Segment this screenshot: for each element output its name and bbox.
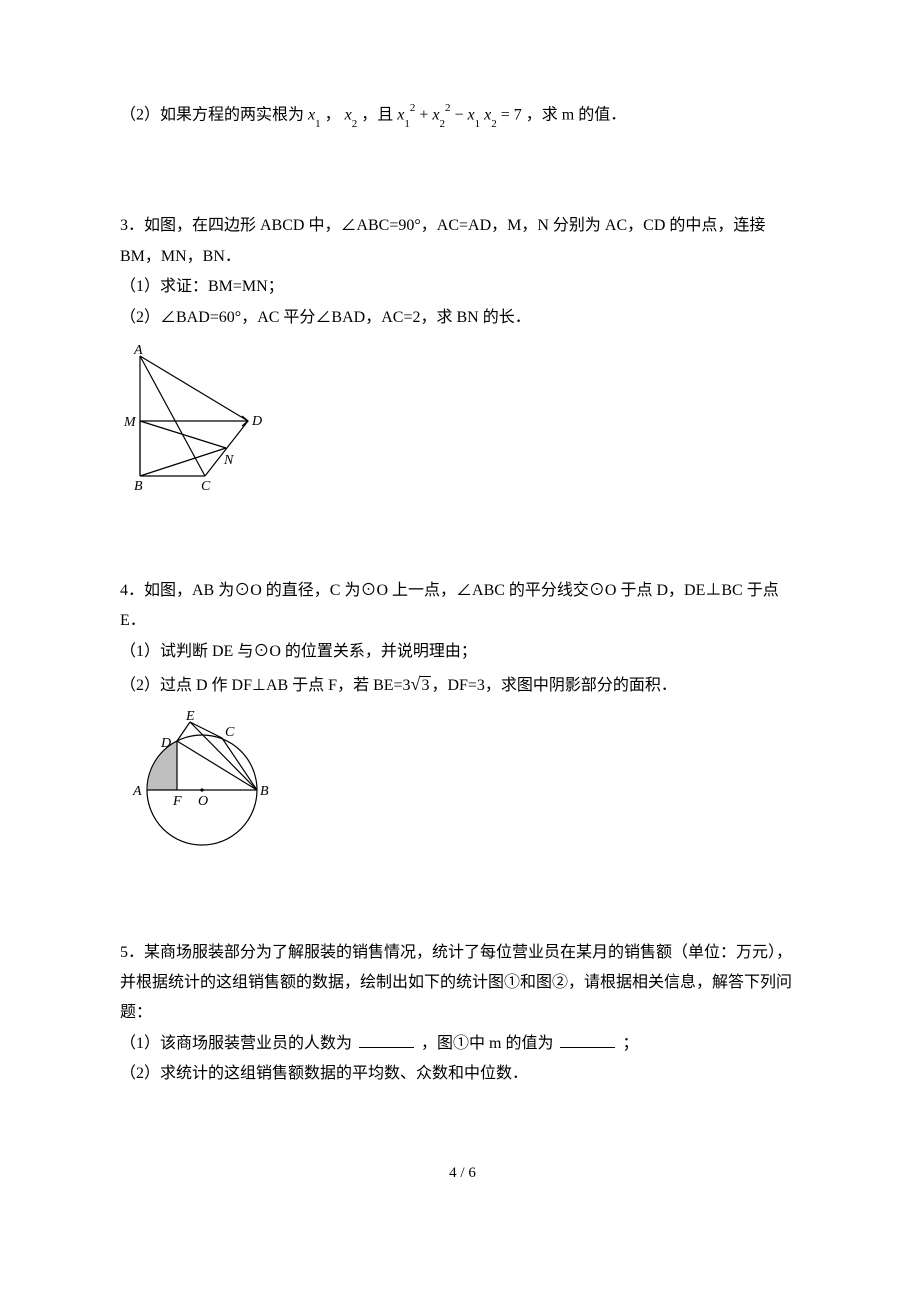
q2-eq-x2-sub: 2 xyxy=(440,118,446,130)
blank-2 xyxy=(560,1032,615,1048)
q5-p1-b: ，图①中 m 的值为 xyxy=(421,1035,553,1052)
svg-text:B: B xyxy=(134,479,143,494)
q5-p1-c: ； xyxy=(622,1035,638,1052)
page-footer: 4 / 6 xyxy=(120,1159,805,1188)
q2-tail: ，求 m 的值． xyxy=(526,106,626,123)
q4-figure: E C D A F O B xyxy=(120,710,805,858)
svg-text:A: A xyxy=(132,784,142,799)
svg-text:N: N xyxy=(223,453,234,468)
page-number: 4 / 6 xyxy=(449,1165,476,1181)
q4-part2-prefix: （2）过点 D 作 DF⊥AB 于点 F，若 BE=3 xyxy=(120,677,411,694)
q5-p1-a: （1）该商场服装营业员的人数为 xyxy=(120,1035,352,1052)
svg-text:F: F xyxy=(172,794,182,809)
q2-and: ，且 xyxy=(361,106,397,123)
q5-part2: （2）求统计的这组销售额数据的平均数、众数和中位数． xyxy=(120,1059,805,1089)
q2-x2: x xyxy=(345,106,352,123)
q2-x2-sub: 2 xyxy=(352,118,358,130)
svg-text:M: M xyxy=(123,415,137,430)
q2-prefix: （2）如果方程的两实根为 xyxy=(120,106,308,123)
q2-part2: （2）如果方程的两实根为 x1 ， x2 ，且 x12 + x22 − x1 x… xyxy=(120,100,805,131)
blank-1 xyxy=(359,1032,414,1048)
svg-text:D: D xyxy=(160,736,171,751)
q2-eq-sup1: 2 xyxy=(410,102,416,114)
q2-equals: = 7 xyxy=(501,106,522,123)
q5-part1: （1）该商场服装营业员的人数为 ，图①中 m 的值为 ； xyxy=(120,1029,805,1059)
svg-text:A: A xyxy=(133,343,143,358)
q5-stem: 5．某商场服装部分为了解服装的销售情况，统计了每位营业员在某月的销售额（单位：万… xyxy=(120,938,805,1029)
svg-text:E: E xyxy=(185,710,195,724)
q2-minus: − xyxy=(455,106,468,123)
gap-1 xyxy=(120,131,805,211)
q2-eq-x3-sub: 1 xyxy=(475,118,481,130)
svg-text:C: C xyxy=(225,725,235,740)
svg-text:B: B xyxy=(260,784,269,799)
q2-eq-x3: x xyxy=(468,106,475,123)
q3-part2: （2）∠BAD=60°，AC 平分∠BAD，AC=2，求 BN 的长． xyxy=(120,303,805,333)
q2-x1-sub: 1 xyxy=(315,118,321,130)
sqrt-icon: √3 xyxy=(411,667,432,701)
q3-figure: A M D N B C xyxy=(120,341,805,496)
q4-part2: （2）过点 D 作 DF⊥AB 于点 F，若 BE=3√3，DF=3，求图中阴影… xyxy=(120,667,805,701)
q3-stem: 3．如图，在四边形 ABCD 中，∠ABC=90°，AC=AD，M，N 分别为 … xyxy=(120,211,805,272)
q3-part1: （1）求证：BM=MN； xyxy=(120,272,805,302)
q4-sqrt-val: 3 xyxy=(420,676,431,694)
q4-stem: 4．如图，AB 为⊙O 的直径，C 为⊙O 上一点，∠ABC 的平分线交⊙O 于… xyxy=(120,576,805,637)
svg-text:C: C xyxy=(201,479,211,494)
q4-part2-suffix: ，DF=3，求图中阴影部分的面积． xyxy=(431,677,676,694)
q2-plus: + xyxy=(419,106,432,123)
gap-3 xyxy=(120,858,805,938)
q2-eq-x1-sub: 1 xyxy=(404,118,410,130)
q2-eq-x4-sub: 2 xyxy=(491,118,497,130)
q2-eq-sup2: 2 xyxy=(445,102,451,114)
q4-part1: （1）试判断 DE 与⊙O 的位置关系，并说明理由； xyxy=(120,637,805,667)
svg-text:O: O xyxy=(198,794,208,809)
svg-text:D: D xyxy=(251,414,262,429)
q2-comma1: ， xyxy=(325,106,341,123)
q2-eq-x2: x xyxy=(432,106,439,123)
gap-2 xyxy=(120,496,805,576)
